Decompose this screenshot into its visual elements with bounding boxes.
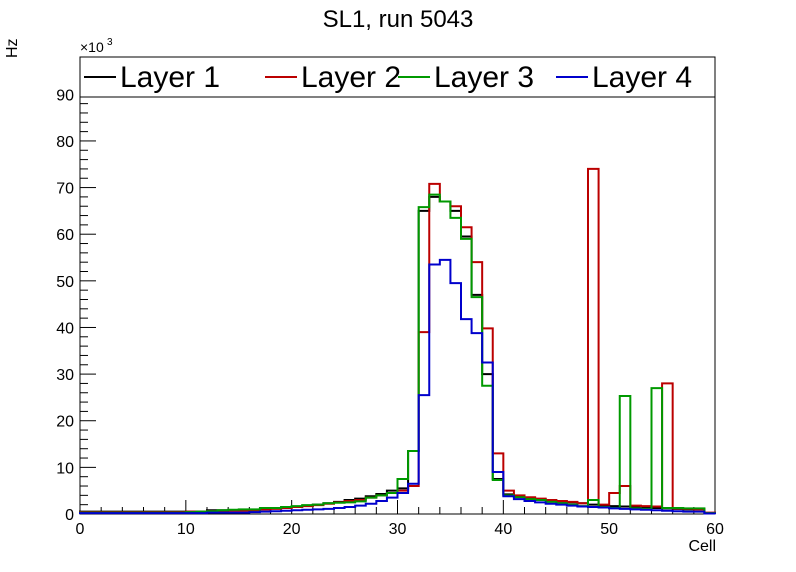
x-tick-label: 60 — [706, 521, 724, 538]
x-tick-label: 20 — [283, 521, 301, 538]
legend-box — [79, 56, 716, 98]
y-tick-label: 30 — [56, 367, 74, 384]
legend-label-2: Layer 2 — [301, 61, 401, 94]
series-line-3 — [79, 193, 716, 515]
y-multiplier-exponent: 3 — [107, 37, 113, 48]
y-tick-label: 20 — [56, 414, 74, 431]
y-tick-label: 50 — [56, 274, 74, 291]
y-tick-label: 60 — [56, 227, 74, 244]
legend-label-3: Layer 3 — [434, 61, 534, 94]
y-tick-label: 0 — [65, 507, 74, 524]
x-tick-label: 0 — [76, 521, 85, 538]
x-tick-label: 10 — [177, 521, 195, 538]
x-tick-label: 50 — [600, 521, 618, 538]
y-tick-label: 40 — [56, 320, 74, 337]
y-multiplier-label: ×10 — [80, 39, 104, 55]
y-tick-label: 10 — [56, 460, 74, 477]
x-tick-label: 30 — [389, 521, 407, 538]
y-tick-label: 80 — [56, 134, 74, 151]
x-axis-label: Cell — [688, 538, 716, 555]
x-tick-label: 40 — [494, 521, 512, 538]
series-line-4 — [79, 258, 716, 515]
y-tick-label: 90 — [56, 87, 74, 104]
legend-label-4: Layer 4 — [592, 61, 692, 94]
y-tick-label: 70 — [56, 181, 74, 198]
legend-label-1: Layer 1 — [120, 61, 220, 94]
chart-title: SL1, run 5043 — [322, 6, 474, 33]
